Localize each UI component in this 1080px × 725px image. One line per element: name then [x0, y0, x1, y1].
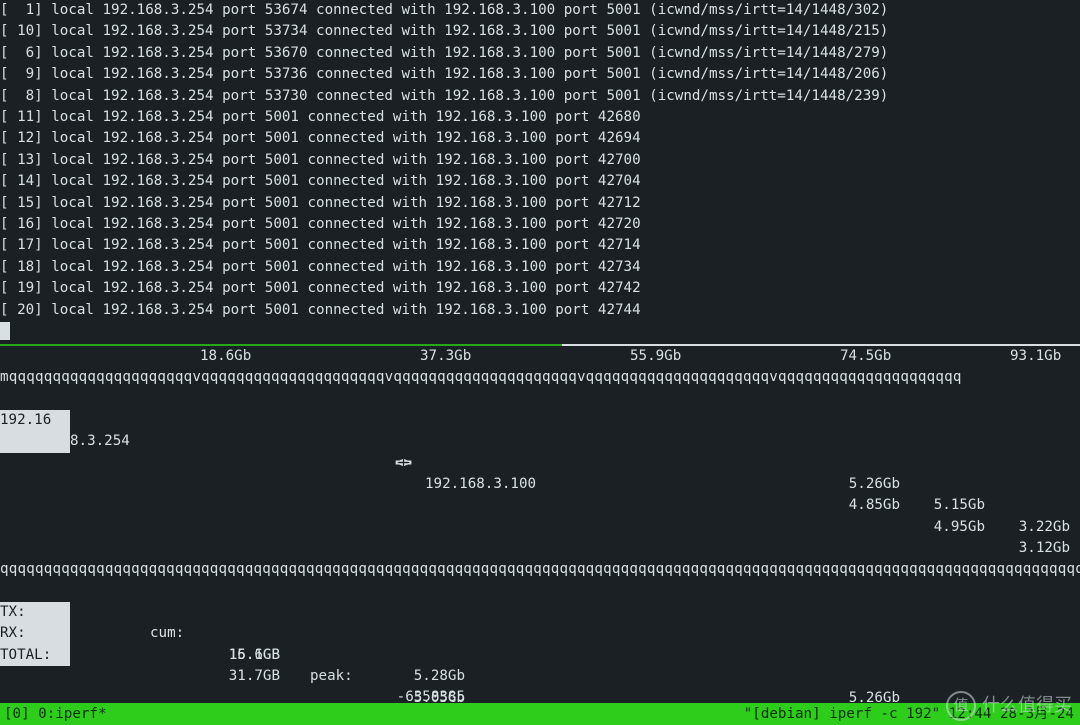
summary-rx-peak: 5.28Gb: [395, 666, 465, 687]
tmux-window-list[interactable]: [0] 0:iperf*: [0, 703, 107, 725]
tmux-status-bar[interactable]: [0] 0:iperf* "[debian] iperf -c 192" 12:…: [0, 703, 1080, 725]
iftop-summary-tx: TX: cum: 15.6GB peak: 5.05Gb rates: 4.85…: [0, 580, 1080, 601]
summary-total-label: TOTAL:: [0, 645, 70, 666]
iftop-summary-rx: RX: 16.1GB 5.28Gb 5.26Gb 5.15Gb 3.22Gb: [0, 602, 1080, 623]
summary-rx-cum: 16.1GB: [210, 645, 280, 666]
flow-rx-pad: [0, 431, 70, 452]
iperf-connection-line: [ 1] local 192.168.3.254 port 53674 conn…: [0, 0, 1080, 21]
iperf-connection-line: [ 16] local 192.168.3.254 port 5001 conn…: [0, 214, 1080, 235]
bandwidth-scale-tick: 93.1Gb: [1010, 346, 1061, 367]
iperf-connection-line: [ 8] local 192.168.3.254 port 53730 conn…: [0, 86, 1080, 107]
bandwidth-scale-tick: 18.6Gb: [200, 346, 251, 367]
bandwidth-scale-tick: 74.5Gb: [840, 346, 891, 367]
flow-rate-40s: 3.22Gb: [1019, 517, 1070, 538]
iperf-connection-line: [ 11] local 192.168.3.254 port 5001 conn…: [0, 107, 1080, 128]
flow-rate-10s: 5.15Gb: [934, 495, 985, 516]
iperf-connection-line: [ 20] local 192.168.3.254 port 5001 conn…: [0, 300, 1080, 321]
bandwidth-scale-tick: 55.9Gb: [630, 346, 681, 367]
iperf-connection-line: [ 14] local 192.168.3.254 port 5001 conn…: [0, 171, 1080, 192]
bandwidth-scale: 18.6Gb 37.3Gb 55.9Gb 74.5Gb 93.1Gb: [0, 346, 1080, 367]
iftop-flow-tx: 192.16 8.3.254 => 192.168.3.100 4.85Gb 4…: [0, 388, 1080, 409]
terminal-window: [ 1] local 192.168.3.254 port 53674 conn…: [0, 0, 1080, 725]
iperf-connection-line: [ 6] local 192.168.3.254 port 53670 conn…: [0, 43, 1080, 64]
iperf-connection-line: [ 18] local 192.168.3.254 port 5001 conn…: [0, 257, 1080, 278]
flow-rate-40s: 3.12Gb: [1019, 538, 1070, 559]
tmux-status-right: "[debian] iperf -c 192" 12:44 28-3月-24: [744, 703, 1080, 725]
flow-rate-10s: 4.95Gb: [934, 517, 985, 538]
iperf-connection-list: [ 1] local 192.168.3.254 port 53674 conn…: [0, 0, 1080, 321]
iperf-connection-line: [ 15] local 192.168.3.254 port 5001 conn…: [0, 193, 1080, 214]
summary-peak-label: peak:: [310, 666, 353, 687]
flow-src-remainder: 8.3.254: [70, 431, 130, 452]
iperf-connection-line: [ 12] local 192.168.3.254 port 5001 conn…: [0, 128, 1080, 149]
iperf-connection-line: [ 17] local 192.168.3.254 port 5001 conn…: [0, 235, 1080, 256]
terminal-cursor-line: [0, 321, 1080, 342]
flow-rate-2s: 5.26Gb: [849, 474, 900, 495]
iftop-summary-total: TOTAL: 31.7GB -6358385 10.1Gb 1Gb 0.33Gb: [0, 623, 1080, 644]
flow-arrow-rx: <=: [395, 453, 412, 474]
iftop-ruler-top: mqqqqqqqqqqqqqqqqqqqqqvqqqqqqqqqqqqqqqqq…: [0, 367, 1080, 388]
iperf-connection-line: [ 10] local 192.168.3.254 port 53734 con…: [0, 21, 1080, 42]
iftop-ruler-bottom: qqqqqqqqqqqqqqqqqqqqqqqqqqqqqqqqqqqqqqqq…: [0, 559, 1080, 580]
iperf-connection-line: [ 9] local 192.168.3.254 port 53736 conn…: [0, 64, 1080, 85]
summary-total-cum: 31.7GB: [210, 666, 280, 687]
flow-dst: 192.168.3.100: [425, 474, 536, 495]
iftop-flow-rx: <= 5.26Gb 5.15Gb 3.22Gb: [0, 410, 1080, 431]
iftop-empty-area: [0, 431, 1080, 559]
iperf-connection-line: [ 13] local 192.168.3.254 port 5001 conn…: [0, 150, 1080, 171]
flow-rate-2s: 4.85Gb: [849, 495, 900, 516]
iperf-connection-line: [ 19] local 192.168.3.254 port 5001 conn…: [0, 278, 1080, 299]
cursor-block: [0, 322, 10, 340]
bandwidth-scale-tick: 37.3Gb: [420, 346, 471, 367]
